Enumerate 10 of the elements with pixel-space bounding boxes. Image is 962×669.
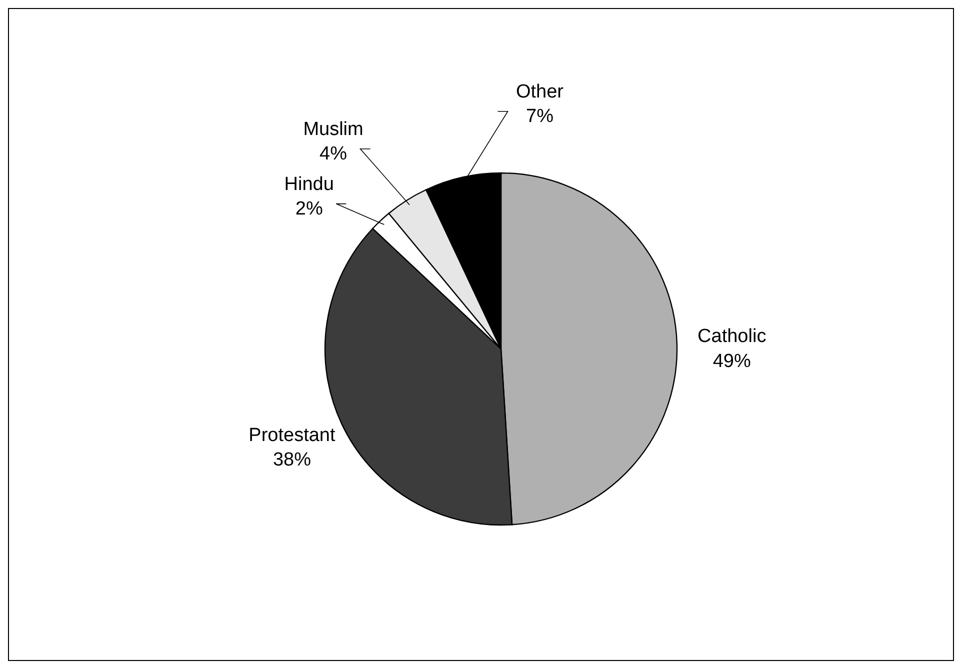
- slice-label: Hindu: [284, 174, 334, 195]
- data-label: 38%: [272, 450, 312, 471]
- slice-label: Catholic: [698, 326, 766, 348]
- slice-label: Muslim: [303, 118, 364, 140]
- slice-label: Other: [516, 81, 564, 102]
- slice-label: Protestant: [248, 424, 336, 446]
- data-label: 4%: [320, 144, 348, 165]
- data-label: 7%: [526, 106, 554, 128]
- data-label: 2%: [295, 198, 323, 220]
- data-label: 49%: [712, 350, 752, 372]
